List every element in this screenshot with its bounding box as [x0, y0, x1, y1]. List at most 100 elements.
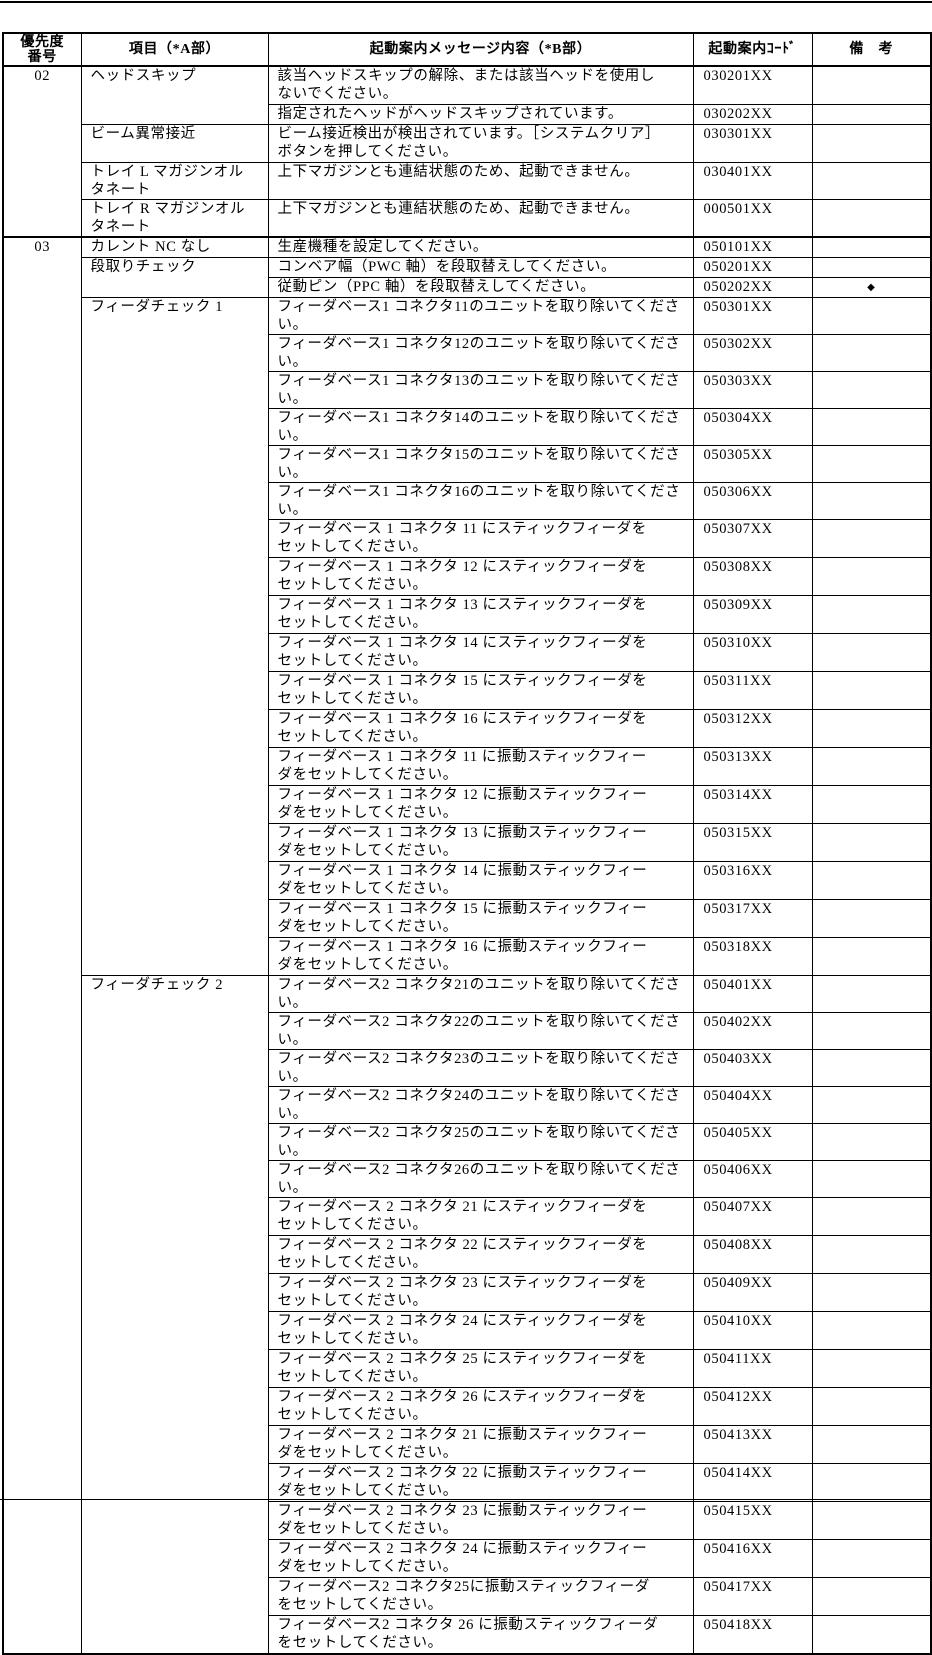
message-cell: フィーダベース 1 コネクタ 14 にスティックフィーダを セットしてください。	[267, 633, 694, 672]
note-cell	[811, 1387, 932, 1426]
table-header-row: 優先度 番号 項目（*A部） 起動案内メッセージ内容（*B部） 起動案内ｺｰﾄﾞ…	[2, 32, 932, 67]
table-row: フィーダベース 2 コネクタ 23 にスティックフィーダを セットしてください。…	[3, 1273, 932, 1312]
code-cell: 050101XX	[692, 236, 813, 258]
message-cell: フィーダベース2 コネクタ24のユニットを取り除いてください。	[267, 1086, 694, 1124]
code-cell: 050310XX	[692, 633, 813, 672]
note-cell	[811, 1425, 932, 1464]
note-cell	[811, 785, 932, 824]
table-row: フィーダベース 1 コネクタ 11 にスティックフィーダを セットしてください。…	[3, 519, 932, 558]
note-cell	[811, 899, 932, 938]
message-cell: フィーダベース 1 コネクタ 16 にスティックフィーダを セットしてください。	[267, 709, 694, 748]
table-row: フィーダベース 2 コネクタ 25 にスティックフィーダを セットしてください。…	[3, 1349, 932, 1388]
header-rule	[0, 1, 932, 3]
code-cell: 050202XX	[692, 277, 813, 298]
message-cell: フィーダベース 2 コネクタ 24 にスティックフィーダを セットしてください。	[267, 1311, 694, 1350]
code-cell: 050312XX	[692, 709, 813, 748]
note-cell	[811, 408, 932, 446]
code-cell: 050307XX	[692, 519, 813, 558]
code-cell: 050306XX	[692, 482, 813, 520]
message-cell: 従動ピン（PPC 軸）を段取替えしてください。	[267, 277, 694, 298]
table-row: フィーダベース 1 コネクタ 13 に振動スティックフィー ダをセットしてくださ…	[3, 823, 932, 862]
note-cell	[811, 1235, 932, 1274]
code-cell: 050412XX	[692, 1387, 813, 1426]
message-cell: フィーダベース 1 コネクタ 14 に振動スティックフィー ダをセットしてくださ…	[267, 861, 694, 900]
message-cell: フィーダベース 1 コネクタ 15 にスティックフィーダを セットしてください。	[267, 671, 694, 710]
code-cell: 050308XX	[692, 557, 813, 596]
header-code: 起動案内ｺｰﾄﾞ	[692, 32, 813, 67]
code-cell: 050314XX	[692, 785, 813, 824]
message-cell: フィーダベース 2 コネクタ 22 にスティックフィーダを セットしてください。	[267, 1235, 694, 1274]
note-cell	[811, 1349, 932, 1388]
table-row: 段取りチェック コンベア幅（PWC 軸）を段取替えしてください。 050201XX	[3, 257, 932, 298]
message-cell: フィーダベース 2 コネクタ 24 に振動スティックフィー ダをセットしてくださ…	[267, 1539, 694, 1578]
note-cell	[811, 104, 932, 125]
note-cell: ◆	[811, 277, 932, 298]
startup-guidance-table: 優先度 番号 項目（*A部） 起動案内メッセージ内容（*B部） 起動案内ｺｰﾄﾞ…	[2, 32, 932, 1655]
code-cell: 050406XX	[692, 1160, 813, 1198]
note-cell	[811, 557, 932, 596]
code-cell: 050403XX	[692, 1049, 813, 1087]
message-cell: 指定されたヘッドがヘッドスキップされています。	[267, 104, 694, 125]
table-row: フィーダベース2 コネクタ22のユニットを取り除いてください。 050402XX	[3, 1012, 932, 1050]
message-cell: フィーダベース 2 コネクタ 22 に振動スティックフィー ダをセットしてくださ…	[267, 1463, 694, 1502]
item-cell: ビーム異常接近	[80, 124, 269, 163]
code-cell: 050201XX	[692, 257, 813, 278]
table-row: フィーダベース 1 コネクタ 12 に振動スティックフィー ダをセットしてくださ…	[3, 785, 932, 824]
note-cell	[811, 823, 932, 862]
code-cell: 050408XX	[692, 1235, 813, 1274]
code-cell: 050416XX	[692, 1539, 813, 1578]
note-cell	[811, 519, 932, 558]
item-cell: 段取りチェック	[80, 257, 269, 298]
table-row: フィーダベース 2 コネクタ 21 に振動スティックフィー ダをセットしてくださ…	[3, 1425, 932, 1464]
note-cell	[811, 709, 932, 748]
table-row: フィーダベース 1 コネクタ 12 にスティックフィーダを セットしてください。…	[3, 557, 932, 596]
message-cell: フィーダベース1 コネクタ14のユニットを取り除いてください。	[267, 408, 694, 446]
code-cell: 050405XX	[692, 1123, 813, 1161]
code-cell: 050302XX	[692, 334, 813, 372]
note-cell	[811, 162, 932, 200]
table-row: フィーダベース1 コネクタ14のユニットを取り除いてください。 050304XX	[3, 408, 932, 446]
code-cell: 050402XX	[692, 1012, 813, 1050]
message-cell: 生産機種を設定してください。	[267, 236, 694, 258]
code-cell: 050309XX	[692, 595, 813, 634]
code-cell: 050415XX	[692, 1501, 813, 1540]
note-cell	[811, 1501, 932, 1540]
item-cell: カレント NC なし	[80, 236, 269, 258]
note-cell	[811, 1197, 932, 1236]
table-body: 02 ヘッドスキップ 該当ヘッドスキップの解除、または該当ヘッドを使用し ないでくだ…	[2, 65, 932, 1655]
code-cell: 050407XX	[692, 1197, 813, 1236]
item-cell: フィーダチェック 1	[80, 297, 269, 976]
message-cell: フィーダベース 2 コネクタ 25 にスティックフィーダを セットしてください。	[267, 1349, 694, 1388]
header-item: 項目（*A部）	[80, 32, 269, 67]
message-cell: フィーダベース 2 コネクタ 21 にスティックフィーダを セットしてください。	[267, 1197, 694, 1236]
code-cell: 050313XX	[692, 747, 813, 786]
note-cell	[811, 861, 932, 900]
note-cell	[811, 236, 932, 258]
note-cell	[811, 1539, 932, 1578]
table-row: フィーダベース 1 コネクタ 15 に振動スティックフィー ダをセットしてくださ…	[3, 899, 932, 938]
table-row: ビーム異常接近 ビーム接近検出が検出されています。［システムクリア］ ボタンを押し…	[3, 124, 932, 163]
footer-rule	[0, 1499, 932, 1500]
code-cell: 050409XX	[692, 1273, 813, 1312]
message-cell: フィーダベース1 コネクタ11のユニットを取り除いてください。	[267, 297, 694, 335]
note-cell	[811, 1160, 932, 1198]
note-cell	[811, 297, 932, 335]
code-cell: 000501XX	[692, 199, 813, 238]
item-cell: トレイ R マガジンオル タネート	[80, 199, 269, 238]
table-row: 従動ピン（PPC 軸）を段取替えしてください。 050202XX ◆	[3, 277, 932, 298]
message-cell: フィーダベース 1 コネクタ 13 にスティックフィーダを セットしてください。	[267, 595, 694, 634]
code-cell: 050404XX	[692, 1086, 813, 1124]
table-row: フィーダベース 1 コネクタ 16 に振動スティックフィー ダをセットしてくださ…	[3, 937, 932, 976]
message-cell: フィーダベース 1 コネクタ 13 に振動スティックフィー ダをセットしてくださ…	[267, 823, 694, 862]
table-row: トレイ R マガジンオル タネート 上下マガジンとも連結状態のため、起動できません…	[3, 199, 932, 238]
code-cell: 050418XX	[692, 1615, 813, 1655]
code-cell: 050318XX	[692, 937, 813, 976]
note-cell	[811, 445, 932, 483]
code-cell: 050316XX	[692, 861, 813, 900]
code-cell: 030202XX	[692, 104, 813, 125]
table-row: フィーダベース 2 コネクタ 26 にスティックフィーダを セットしてください。…	[3, 1387, 932, 1426]
header-message: 起動案内メッセージ内容（*B部）	[267, 32, 694, 67]
note-cell	[811, 1577, 932, 1616]
message-cell: フィーダベース 1 コネクタ 11 に振動スティックフィー ダをセットしてくださ…	[267, 747, 694, 786]
code-cell: 050414XX	[692, 1463, 813, 1502]
